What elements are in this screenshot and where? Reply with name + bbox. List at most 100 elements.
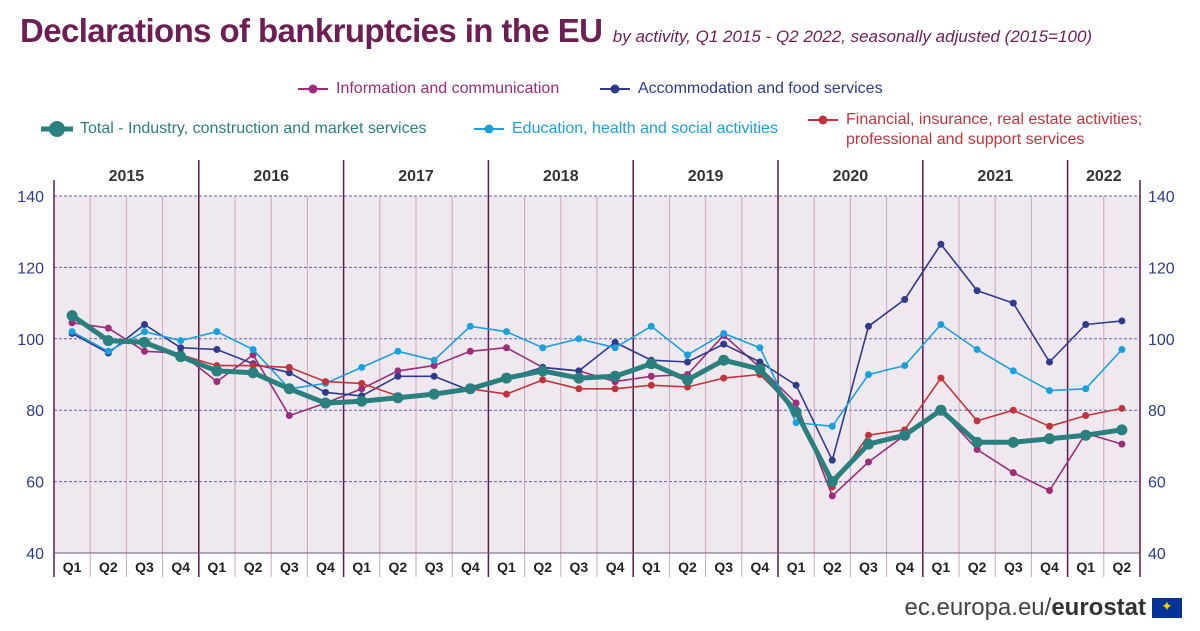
data-point-total [790, 406, 802, 418]
data-point-total [283, 383, 295, 395]
year-label-2022: 2022 [1086, 168, 1122, 185]
data-point-info [104, 324, 112, 332]
x-tick-label: Q4 [316, 559, 335, 575]
data-point-financial [611, 385, 619, 393]
legend-label-education: Education, health and social activities [512, 120, 778, 137]
data-point-education [430, 356, 438, 364]
data-point-financial [503, 390, 510, 398]
year-label-2015: 2015 [109, 168, 145, 185]
data-point-education [213, 328, 221, 336]
data-point-total [428, 388, 440, 400]
data-point-info [394, 367, 402, 375]
year-label-2018: 2018 [543, 168, 579, 185]
title-row: Declarations of bankruptcies in the EU b… [20, 12, 1092, 50]
data-point-accommodation [430, 372, 438, 380]
data-point-info [141, 347, 148, 355]
x-tick-label: Q1 [1076, 559, 1095, 575]
data-point-info [503, 344, 510, 352]
data-point-info [430, 362, 438, 370]
data-point-info [466, 347, 474, 355]
data-point-education [249, 346, 257, 354]
data-point-total [139, 336, 150, 348]
data-point-total [935, 404, 947, 416]
data-point-education [647, 322, 655, 330]
data-point-education [539, 344, 547, 352]
data-point-financial [647, 381, 655, 389]
data-point-education [720, 329, 728, 337]
data-point-financial [720, 374, 728, 382]
data-point-total [211, 365, 223, 377]
data-point-financial [358, 379, 366, 387]
eu-flag-icon [1152, 598, 1182, 618]
data-point-total [537, 365, 549, 377]
data-point-total [1080, 429, 1092, 441]
data-point-education [865, 371, 872, 378]
data-point-education [141, 328, 148, 336]
data-point-education [828, 422, 836, 430]
data-point-total [863, 438, 874, 450]
data-point-accommodation [720, 340, 728, 348]
data-point-education [684, 351, 691, 359]
data-point-accommodation [901, 296, 909, 304]
series-line-total [70, 313, 1123, 485]
data-point-education [1082, 385, 1090, 393]
data-point-total [247, 367, 259, 379]
legend-entry-education: Education, health and social activities [472, 119, 778, 139]
x-tick-label: Q3 [135, 559, 154, 575]
data-point-info [213, 378, 221, 386]
data-point-accommodation [937, 240, 945, 248]
legend-swatch-education [474, 124, 504, 134]
data-point-info [1009, 469, 1017, 477]
x-tick-label: Q3 [280, 559, 299, 575]
data-point-total [573, 372, 585, 384]
data-point-info [249, 351, 257, 359]
x-tick-label: Q4 [1040, 559, 1059, 575]
legend-swatch-info [298, 84, 328, 94]
data-point-total [464, 383, 476, 395]
data-point-education [792, 419, 800, 427]
y-tick-label-right: 80 [1148, 403, 1166, 420]
x-tick-label: Q3 [1004, 559, 1023, 575]
data-point-financial [249, 362, 257, 370]
source-prefix: ec.europa.eu/ [904, 594, 1052, 621]
x-tick-label: Q1 [932, 559, 951, 575]
data-point-education [177, 337, 185, 345]
x-tick-label: Q2 [968, 559, 987, 575]
source-brand: eurostat [1051, 594, 1146, 621]
data-point-total [102, 335, 114, 347]
data-point-financial [684, 383, 691, 391]
data-point-financial [1082, 412, 1090, 420]
data-point-education [575, 335, 583, 343]
data-point-accommodation [684, 358, 691, 366]
data-point-accommodation [575, 367, 583, 375]
data-point-total [320, 397, 331, 409]
legend-swatch-financial [808, 115, 838, 125]
year-label-2016: 2016 [253, 168, 289, 185]
data-point-accommodation [756, 358, 764, 366]
y-tick-label-left: 140 [17, 189, 44, 206]
x-tick-label: Q2 [99, 559, 118, 575]
y-tick-label-left: 100 [17, 332, 44, 349]
data-point-accommodation [1009, 299, 1017, 307]
series-line-education [71, 323, 1123, 428]
data-point-total [1116, 424, 1128, 436]
year-label-2017: 2017 [398, 168, 434, 185]
data-point-accommodation [1118, 317, 1126, 325]
data-point-total [66, 310, 78, 322]
data-point-total [899, 429, 911, 441]
y-tick-label-right: 140 [1148, 189, 1175, 206]
year-label-2020: 2020 [833, 168, 869, 185]
x-tick-label: Q2 [533, 559, 552, 575]
data-point-accommodation [792, 381, 800, 389]
data-point-financial [1046, 422, 1053, 430]
data-point-accommodation [611, 338, 619, 346]
x-tick-label: Q2 [678, 559, 697, 575]
data-point-education [466, 322, 474, 330]
data-point-info [68, 319, 76, 327]
data-point-total [754, 363, 766, 375]
data-point-total [1044, 433, 1055, 445]
x-tick-label: Q1 [787, 559, 806, 575]
data-point-total [718, 354, 730, 366]
data-point-accommodation [973, 287, 981, 295]
